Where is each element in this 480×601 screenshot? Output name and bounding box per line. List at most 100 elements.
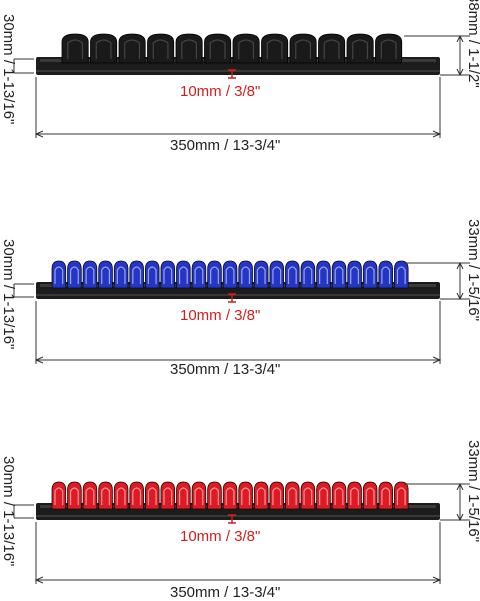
rail-panel-blue: 30mm / 1-13/16" 33mm / 1-5/16" 10mm / 3/… <box>0 199 480 398</box>
socket-clip <box>204 33 232 64</box>
socket-clip <box>176 260 191 289</box>
socket-clip <box>129 481 144 510</box>
rail-panel-red: 30mm / 1-13/16" 33mm / 1-5/16" 10mm / 3/… <box>0 398 480 601</box>
socket-clip-shine <box>256 266 266 284</box>
socket-clip-shine <box>272 266 282 284</box>
socket-clip-shine <box>396 487 406 505</box>
length-dim-arrow-left <box>34 356 44 364</box>
length-dim-arrow-right <box>432 576 442 584</box>
socket-clip-shine <box>132 266 142 284</box>
socket-clip-shine <box>163 266 173 284</box>
socket-clip-shine <box>132 487 142 505</box>
length-label: 350mm / 13-3/4" <box>170 361 281 378</box>
socket-clip <box>51 260 67 289</box>
socket-clip <box>160 260 176 289</box>
socket-clip <box>176 481 191 510</box>
socket-clip-shine <box>241 266 251 284</box>
left-height-label: 30mm / 1-13/16" <box>0 456 17 567</box>
socket-clip <box>375 33 403 64</box>
socket-clip-shine <box>380 39 397 59</box>
socket-clip <box>300 260 316 289</box>
socket-clip <box>347 481 362 510</box>
socket-clip-shine <box>352 39 369 59</box>
socket-clip <box>67 481 82 510</box>
socket-clip-shine <box>287 487 297 505</box>
socket-clip-shine <box>85 487 95 505</box>
socket-clip <box>90 33 118 64</box>
socket-clip-shine <box>178 266 188 284</box>
socket-clip <box>191 260 207 289</box>
right-dim-arrow-bottom <box>456 513 464 522</box>
socket-clip <box>144 481 160 510</box>
socket-clip-shine <box>365 266 375 284</box>
rail-highlight <box>40 505 436 508</box>
socket-clip-shine <box>54 487 64 505</box>
rail-drawing-black <box>13 33 470 138</box>
socket-clip <box>378 481 393 510</box>
socket-clip-shine <box>147 487 157 505</box>
socket-clip-shine <box>241 487 251 505</box>
socket-clip <box>113 481 129 510</box>
socket-clip <box>394 481 409 510</box>
socket-clip-shine <box>350 487 360 505</box>
rail-drawing-blue <box>13 260 470 364</box>
length-label: 350mm / 13-3/4" <box>170 584 281 601</box>
socket-clip <box>207 260 222 289</box>
socket-clip <box>175 33 203 64</box>
socket-clip <box>253 260 269 289</box>
socket-clip-shine <box>116 487 126 505</box>
socket-clip-shine <box>319 487 328 505</box>
socket-clip <box>61 33 89 64</box>
socket-clip <box>238 481 253 510</box>
socket-clip-shine <box>178 487 188 505</box>
length-dim-arrow-left <box>34 130 44 138</box>
socket-clip <box>346 33 374 64</box>
socket-clip <box>285 481 300 510</box>
socket-clip-shine <box>225 266 235 284</box>
socket-clip <box>207 481 222 510</box>
socket-clip <box>82 481 98 510</box>
socket-clip-shine <box>381 487 391 505</box>
socket-clip <box>160 481 176 510</box>
socket-clip-shine <box>266 39 283 59</box>
socket-clip-shine <box>124 39 141 59</box>
socket-clip <box>118 33 146 64</box>
right-height-label: 33mm / 1-5/16" <box>465 219 480 322</box>
socket-clip <box>347 260 362 289</box>
socket-clip <box>378 260 393 289</box>
socket-clip <box>144 260 160 289</box>
socket-clip <box>300 481 316 510</box>
socket-clip <box>318 33 346 64</box>
socket-clip <box>129 260 144 289</box>
slot-width-label: 10mm / 3/8" <box>180 307 261 324</box>
socket-clip <box>113 260 129 289</box>
socket-clip-shine <box>303 266 313 284</box>
socket-clip <box>362 260 378 289</box>
socket-clip <box>147 33 175 64</box>
socket-clip <box>316 260 331 289</box>
socket-clip <box>232 33 260 64</box>
left-height-label: 30mm / 1-13/16" <box>0 239 17 350</box>
socket-clip-shine <box>69 487 79 505</box>
socket-clip-shine <box>295 39 312 59</box>
socket-clip <box>222 260 238 289</box>
socket-clip-shine <box>365 487 375 505</box>
socket-clip-shine <box>116 266 126 284</box>
socket-clip-shine <box>147 266 157 284</box>
socket-clip-shine <box>54 266 64 284</box>
socket-clip <box>331 481 347 510</box>
socket-clip-shine <box>95 39 112 59</box>
socket-clip-shine <box>396 266 406 284</box>
slot-width-label: 10mm / 3/8" <box>180 528 261 545</box>
right-height-label: 38mm / 1-1/2" <box>465 0 480 88</box>
socket-clip <box>238 260 253 289</box>
right-dim-arrow-top <box>456 261 464 270</box>
socket-clip <box>289 33 317 64</box>
socket-clip <box>394 260 409 289</box>
socket-clip-shine <box>69 266 79 284</box>
socket-clip-shine <box>209 39 226 59</box>
socket-clip-shine <box>194 266 204 284</box>
socket-clip-shine <box>303 487 313 505</box>
socket-clip-shine <box>210 266 219 284</box>
right-height-label: 33mm / 1-5/16" <box>465 440 480 543</box>
